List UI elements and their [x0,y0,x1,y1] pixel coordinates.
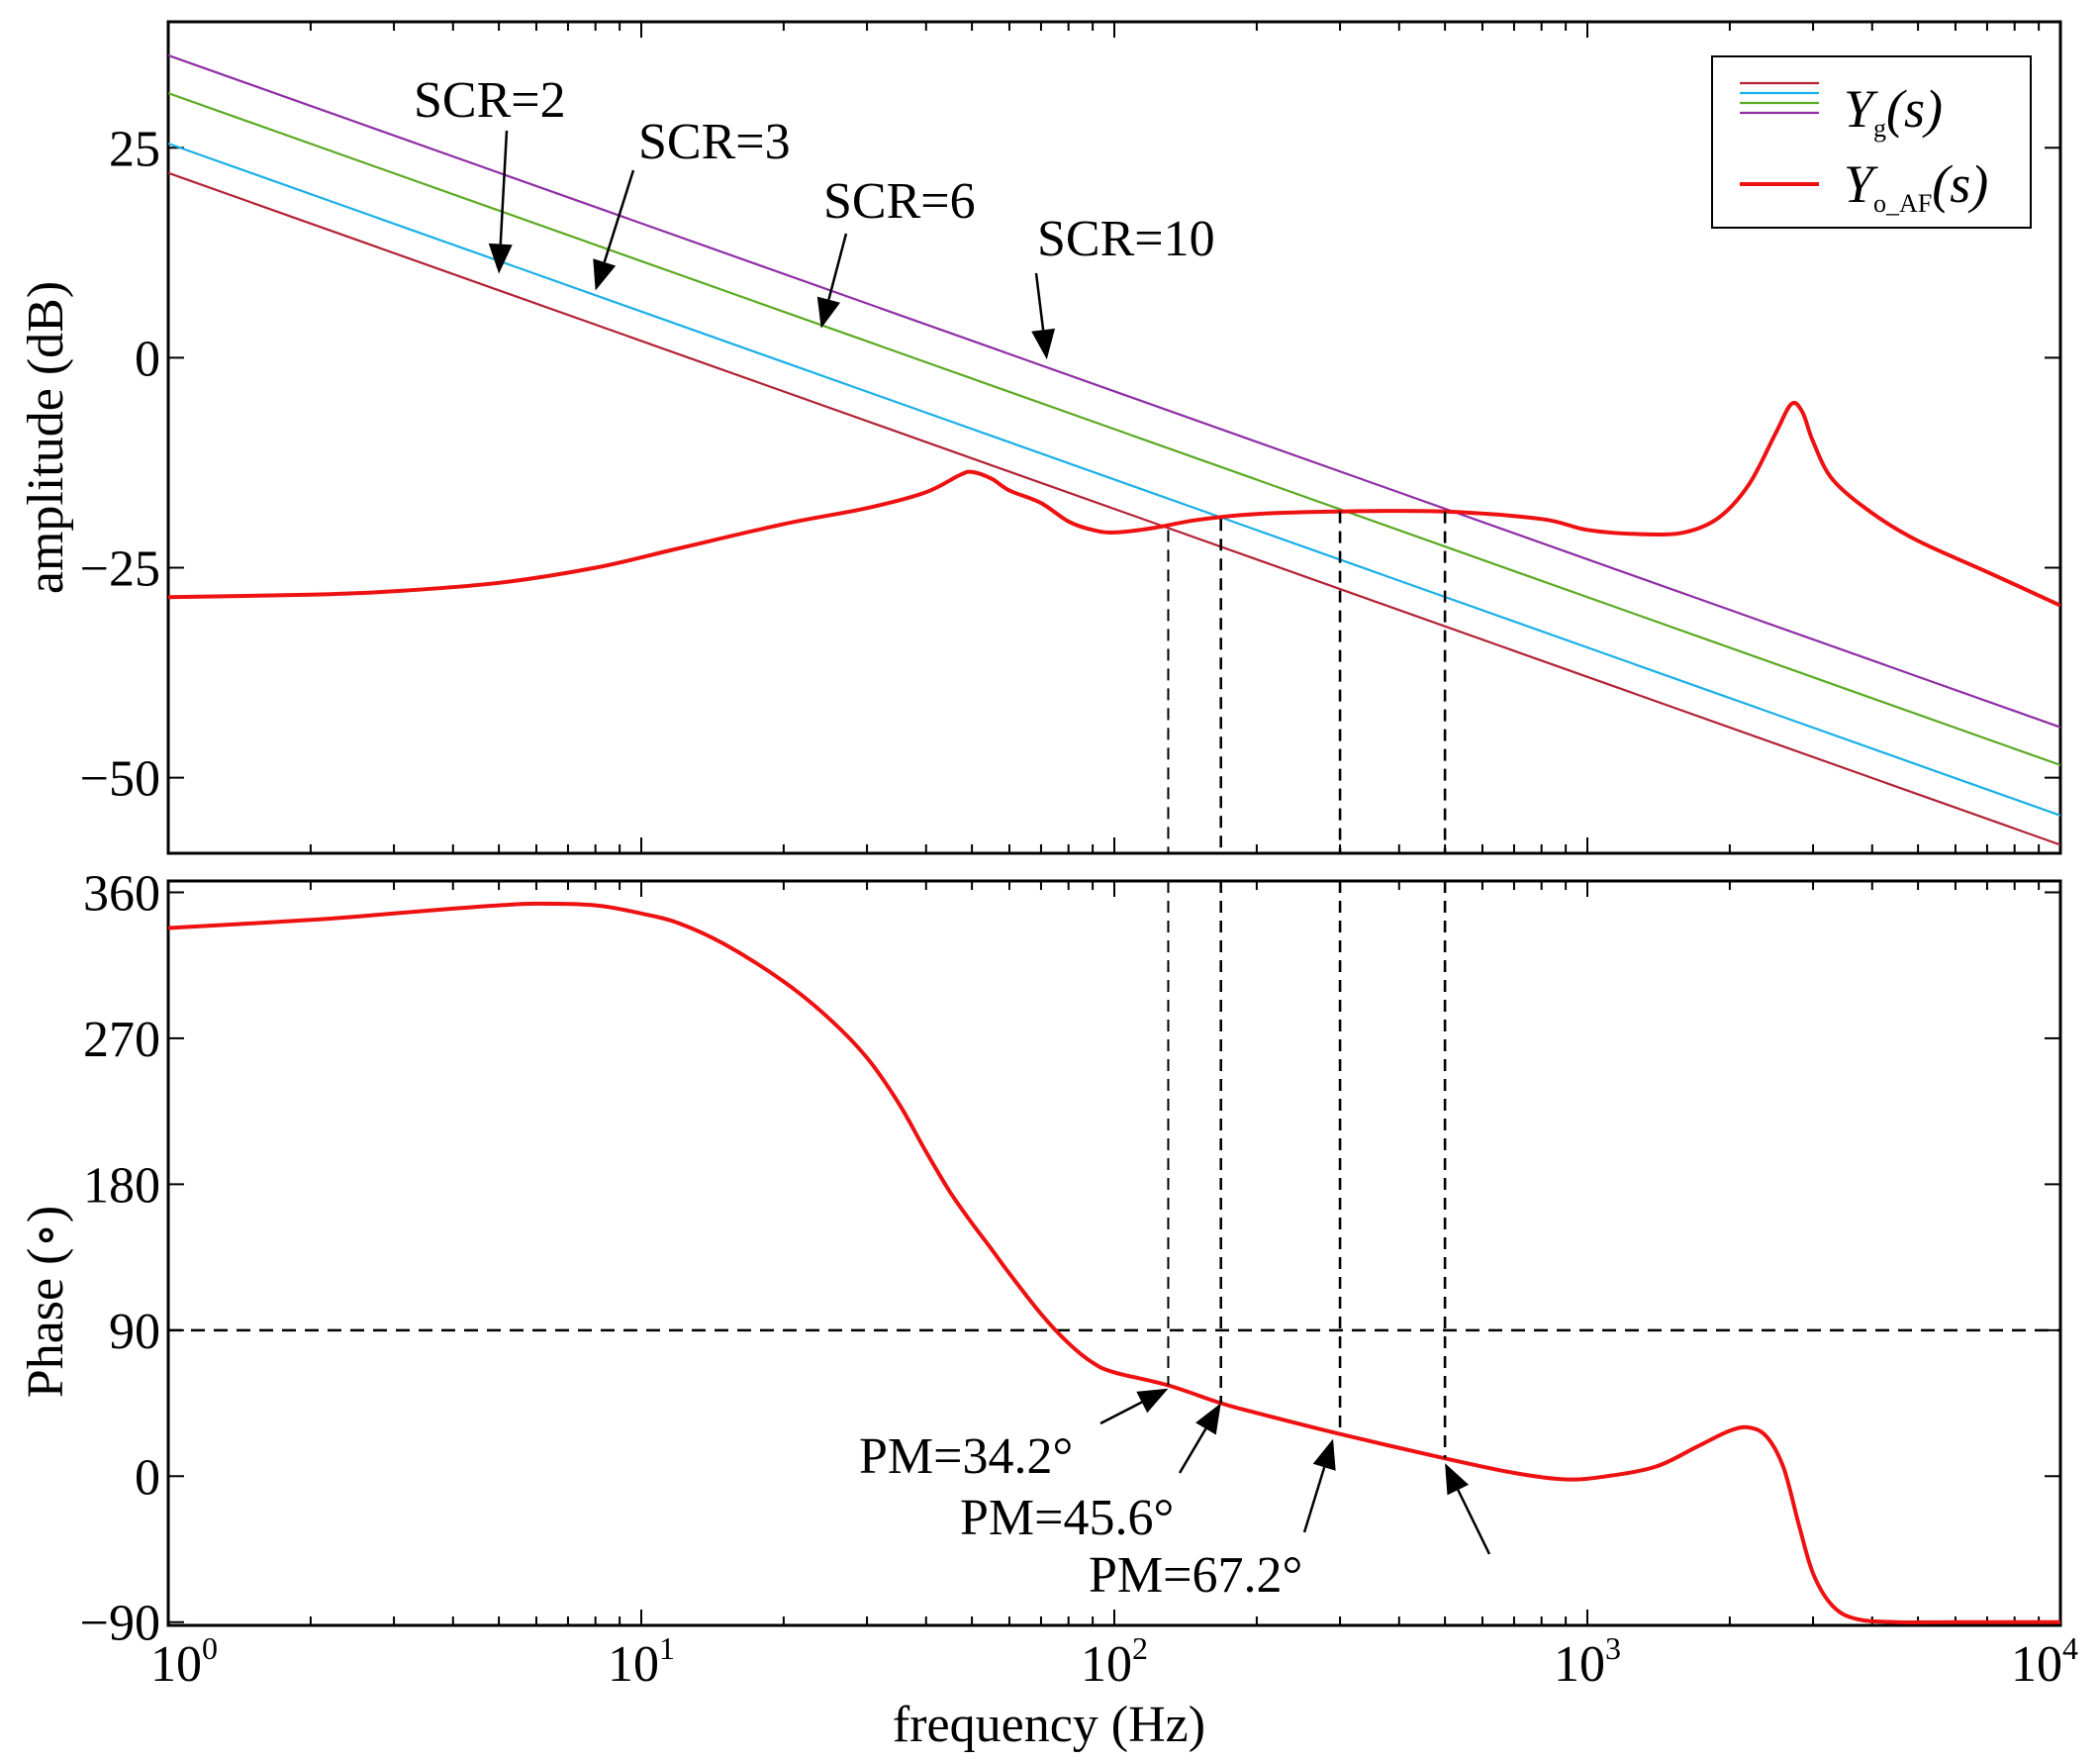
amplitude-ticks: 25 0 −25 −50 [80,22,2060,853]
yg-line-10 [168,53,2060,729]
pm-arrow-shaft [1302,1466,1326,1533]
amplitude-panel: 25 0 −25 −50 SCR=2 SCR=3 SCR=6 SCR=10 amplitud… [18,20,2062,855]
scr-arrow-shaft [1034,272,1045,331]
legend-yoaf-tail: (s) [1932,154,1988,214]
x-tick-label: 100 [150,1630,218,1693]
pm-label: PM=67.2° [1089,1547,1302,1604]
scr-label: SCR=3 [638,114,791,170]
legend-swatches [1740,81,1819,186]
x-tick-label: 104 [2011,1630,2078,1693]
scr-arrow-shaft [499,130,509,245]
legend-box [1711,55,2032,229]
legend-yoaf-sub: o_AF [1873,189,1932,218]
phase-y-tick-label: 90 [109,1304,160,1360]
pm-arrow-shaft [1457,1489,1491,1555]
amplitude-y-tick-label: −25 [80,541,160,598]
phase-y-tick-label: 0 [135,1449,160,1506]
legend-yg-tail: (s) [1886,79,1943,139]
scr-label: SCR=10 [1037,211,1215,267]
legend-yg-main: Y [1844,79,1878,139]
amplitude-y-tick-label: 25 [109,121,160,177]
x-tick-label: 102 [1081,1630,1148,1693]
yo-af-phase-line [168,901,2060,1624]
scr-arrow-shaft [603,169,635,263]
pm-arrow-head [1445,1463,1470,1496]
legend-entry-yoaf: Yo_AF(s) [1844,154,1988,218]
scr-arrow-head [593,258,617,291]
scr-arrow-head [1031,328,1056,360]
phase-y-tick-label: −90 [80,1596,160,1652]
phase-y-tick-label: 270 [83,1012,160,1068]
x-tick-label: 101 [608,1630,675,1693]
scr-arrow-head [816,296,840,329]
legend: Yg(s) Yo_AF(s) [1711,55,2032,229]
amplitude-axis-label: amplitude (dB) [18,281,74,594]
scr-label: SCR=6 [823,173,976,230]
pm-arrow-shaft [1178,1427,1207,1474]
phase-axis-label: Phase (∘) [18,1206,74,1398]
legend-entry-yg: Yg(s) [1844,79,1943,143]
x-tick-label: 103 [1554,1630,1621,1693]
phase-y-tick-label: 180 [83,1157,160,1214]
crossover-guides-bottom [1167,881,1447,1459]
yo-af-amplitude-line [168,401,2060,608]
scr-label: SCR=2 [414,72,566,129]
yg-line-6 [168,92,2060,766]
amplitude-y-tick-label: 0 [135,331,160,387]
yg-line-3 [168,142,2060,817]
frequency-axis-label: frequency (Hz) [893,1697,1205,1753]
phase-series [168,901,2060,1624]
scr-arrow-head [488,243,513,274]
scr-arrow-shaft [827,233,848,301]
pm-label: PM=45.6° [960,1490,1174,1546]
pm-arrow-head [1312,1438,1336,1471]
legend-yoaf-main: Y [1844,154,1878,214]
crossover-guides-top [1167,511,1447,853]
pm-arrow-head [1136,1388,1169,1414]
legend-yg-sub: g [1873,114,1886,143]
pm-arrow-shaft [1099,1401,1143,1425]
scr-annotations: SCR=2 SCR=3 SCR=6 SCR=10 [414,72,1215,360]
yg-line-2 [168,171,2060,846]
pm-annotations: PM=34.2°PM=45.6°PM=67.2° [859,1388,1491,1604]
pm-label: PM=34.2° [859,1428,1073,1485]
amplitude-series [168,53,2060,846]
amplitude-y-tick-label: −50 [80,751,160,808]
pm-arrow-head [1195,1403,1221,1435]
phase-y-tick-label: 360 [83,865,160,922]
